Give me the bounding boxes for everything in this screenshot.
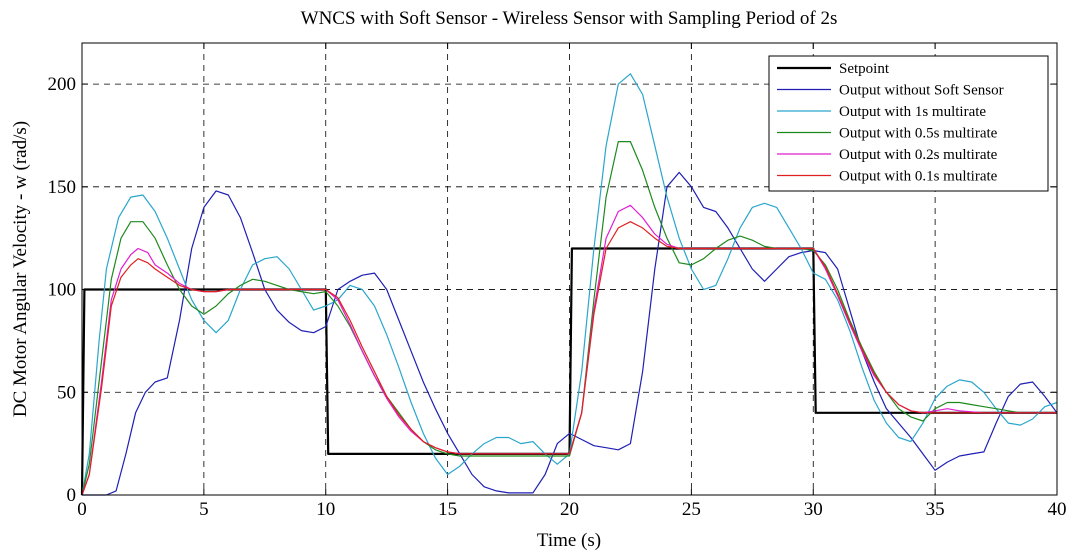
y-axis-label: DC Motor Angular Velocity - w (rad/s) — [10, 121, 31, 417]
legend-label: Output with 0.1s multirate — [839, 169, 998, 185]
legend-box — [768, 55, 1049, 192]
x-tick-label: 10 — [316, 499, 335, 520]
x-axis-label: Time (s) — [537, 530, 601, 551]
legend-label: Output with 0.2s multirate — [839, 147, 998, 163]
y-tick-label: 200 — [48, 74, 77, 95]
x-tick-label: 15 — [438, 499, 457, 520]
series-line — [81, 73, 1058, 496]
x-tick-label: 5 — [199, 499, 209, 520]
legend-label: Output with 1s multirate — [839, 104, 986, 120]
plot-area: 0 5 10 15 20 25 30 35 40 0 50 100 150 200 — [48, 42, 1067, 520]
x-tick-label: 40 — [1048, 499, 1067, 520]
x-tick-label: 0 — [77, 499, 87, 520]
y-tick-label: 0 — [67, 485, 77, 506]
legend: Setpoint Output without Soft Sensor Output… — [768, 55, 1049, 192]
legend-label: Output without Soft Sensor — [839, 83, 1004, 99]
x-tick-label: 20 — [560, 499, 579, 520]
legend-label: Output with 0.5s multirate — [839, 126, 998, 142]
chart-title: WNCS with Soft Sensor - Wireless Sensor … — [301, 8, 838, 29]
y-tick-label: 100 — [48, 280, 77, 301]
legend-label: Setpoint — [839, 61, 890, 77]
y-tick-label: 150 — [48, 177, 77, 198]
x-tick-label: 30 — [804, 499, 823, 520]
series-line — [82, 171, 1058, 496]
x-tick-label: 25 — [682, 499, 701, 520]
series-line — [81, 221, 1057, 496]
y-tick-label: 50 — [57, 382, 76, 403]
x-tick-label: 35 — [926, 499, 945, 520]
